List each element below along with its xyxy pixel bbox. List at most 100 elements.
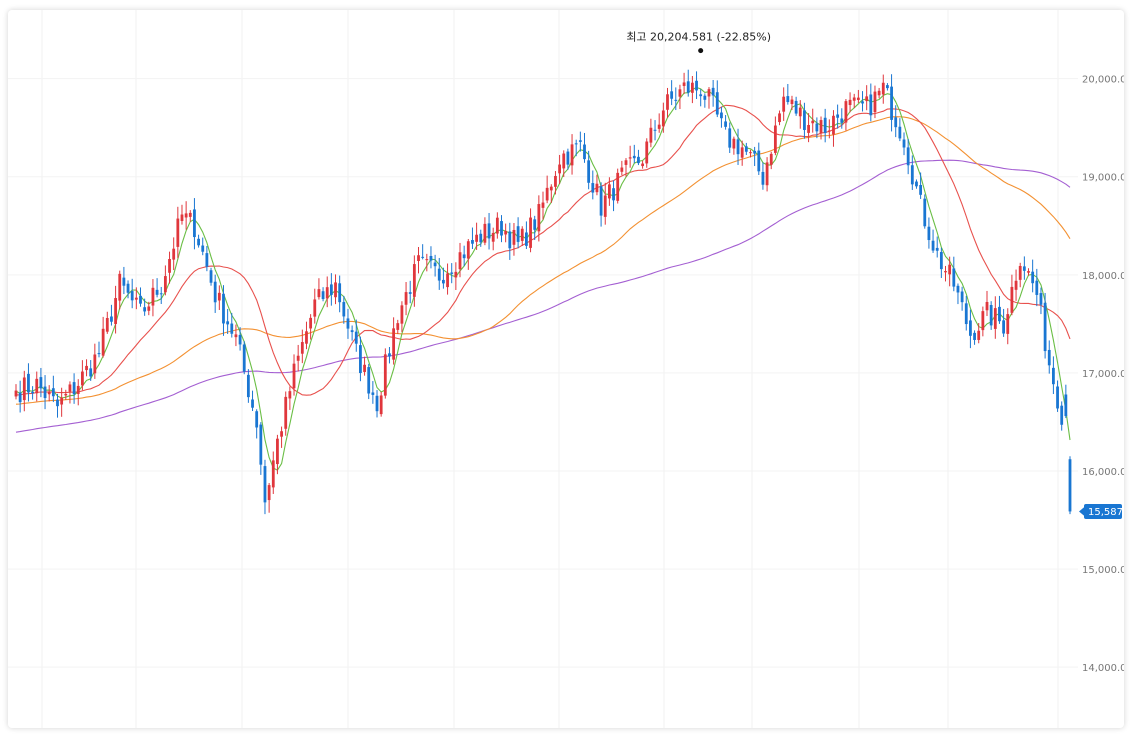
candle-body	[313, 299, 317, 317]
candle-body	[757, 150, 761, 172]
candle-body	[450, 272, 454, 274]
candle-body	[163, 276, 167, 293]
candle-body	[379, 395, 383, 415]
candle-body	[1068, 459, 1072, 512]
candle-body	[27, 373, 30, 393]
candle-body	[504, 230, 508, 235]
candle-body	[1010, 286, 1014, 313]
candle-body	[14, 390, 18, 397]
candle-body	[769, 153, 773, 165]
candle-body	[110, 316, 113, 322]
candle-body	[197, 238, 200, 246]
candle-body	[570, 144, 574, 166]
candle-body	[412, 264, 416, 297]
candle-body	[1043, 302, 1047, 352]
candle-body	[545, 187, 549, 201]
candle-body	[317, 289, 321, 298]
candle-body	[342, 302, 346, 317]
candle-body	[1022, 266, 1026, 271]
candle-body	[852, 97, 856, 101]
candle-body	[541, 202, 545, 208]
candle-body	[151, 287, 155, 306]
candle-body	[1006, 314, 1010, 334]
candle-body	[736, 139, 740, 155]
candle-body	[338, 283, 342, 303]
candle-body	[429, 255, 433, 261]
candle-body	[242, 344, 246, 372]
candle-body	[753, 150, 757, 154]
candle-body	[964, 303, 968, 325]
candle-body	[462, 254, 466, 259]
candle-body	[454, 271, 458, 278]
candle-body	[280, 431, 283, 437]
moving-average-lines	[15, 86, 1071, 471]
candle-body	[217, 292, 221, 301]
candle-body	[193, 209, 196, 238]
candle-body	[695, 80, 698, 91]
candle-body	[595, 183, 599, 193]
candle-body	[143, 307, 147, 312]
candle-body	[537, 204, 541, 232]
candle-body	[205, 253, 209, 267]
candle-body	[80, 371, 84, 386]
candle-body	[226, 321, 230, 325]
candle-body	[977, 330, 981, 340]
candle-body	[371, 392, 375, 395]
candle-body	[823, 117, 827, 134]
candle-body	[583, 144, 586, 160]
candle-body	[134, 297, 138, 300]
candle-body	[877, 90, 881, 96]
candle-body	[22, 377, 26, 401]
ma120-line	[15, 159, 1071, 433]
candle-body	[475, 234, 479, 242]
candle-body	[894, 117, 898, 128]
candle-body	[43, 386, 47, 399]
candle-body	[39, 377, 43, 389]
candle-body	[101, 328, 105, 356]
candle-body	[603, 195, 607, 217]
candle-body	[902, 139, 906, 148]
candle-body	[446, 273, 449, 288]
candle-body	[155, 289, 159, 295]
candle-body	[711, 87, 715, 96]
candle-body	[973, 332, 976, 340]
candle-body	[180, 214, 184, 221]
candle-body	[1031, 271, 1035, 284]
candle-body	[653, 129, 657, 131]
candle-body	[130, 291, 134, 301]
candle-body	[1035, 280, 1039, 295]
candle-body	[952, 268, 956, 287]
candle-body	[587, 160, 591, 183]
candle-body	[68, 384, 72, 392]
candle-body	[533, 219, 537, 230]
candle-body	[176, 218, 180, 247]
candle-body	[1056, 386, 1059, 409]
candle-body	[931, 240, 935, 251]
candle-body	[811, 120, 815, 124]
candlestick-chart[interactable]: 14,000.00 15,000.00 16,000.00 17,000.00 18,0…	[8, 10, 1124, 728]
candle-body	[1052, 367, 1055, 385]
chart-card: 14,000.00 15,000.00 16,000.00 17,000.00 18,0…	[8, 10, 1124, 728]
candle-body	[724, 121, 727, 127]
candle-body	[404, 292, 408, 305]
high-marker-dot	[698, 48, 704, 54]
candle-body	[832, 115, 835, 135]
candle-body	[794, 100, 798, 114]
candle-body	[300, 342, 304, 354]
candle-body	[574, 143, 578, 145]
candle-body	[616, 172, 620, 201]
candle-body	[703, 95, 707, 100]
candle-body	[840, 118, 844, 123]
candle-body	[578, 140, 582, 142]
candle-body	[956, 285, 960, 293]
candle-body	[367, 367, 371, 394]
candle-body	[910, 165, 914, 185]
candle-body	[981, 311, 985, 331]
candle-body	[483, 223, 487, 243]
candle-body	[815, 123, 819, 132]
current-price-box	[1084, 503, 1122, 519]
y-tick-label: 17,000.00	[1082, 369, 1124, 380]
candle-body	[549, 186, 553, 191]
candle-body	[998, 306, 1001, 322]
candle-body	[85, 365, 88, 371]
